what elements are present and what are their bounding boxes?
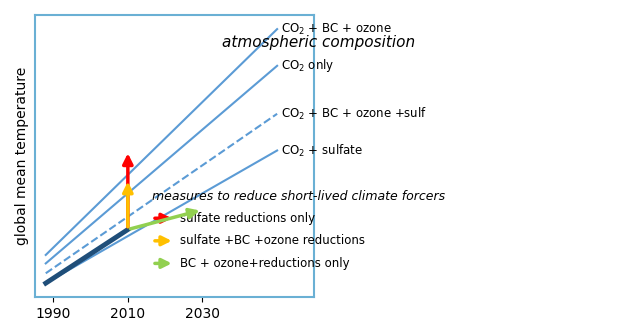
Text: sulfate reductions only: sulfate reductions only — [180, 212, 316, 225]
Text: CO$_2$ + BC + ozone +sulf: CO$_2$ + BC + ozone +sulf — [281, 106, 427, 122]
Text: measures to reduce short-lived climate forcers: measures to reduce short-lived climate f… — [152, 190, 445, 203]
Text: sulfate +BC +ozone reductions: sulfate +BC +ozone reductions — [180, 234, 365, 247]
Y-axis label: global mean temperature: global mean temperature — [15, 67, 29, 245]
Text: CO$_2$ + BC + ozone: CO$_2$ + BC + ozone — [281, 22, 392, 37]
Text: atmospheric composition: atmospheric composition — [222, 35, 415, 50]
Text: CO$_2$ + sulfate: CO$_2$ + sulfate — [281, 142, 363, 159]
Text: CO$_2$ only: CO$_2$ only — [281, 57, 334, 74]
Text: BC + ozone+reductions only: BC + ozone+reductions only — [180, 257, 349, 270]
